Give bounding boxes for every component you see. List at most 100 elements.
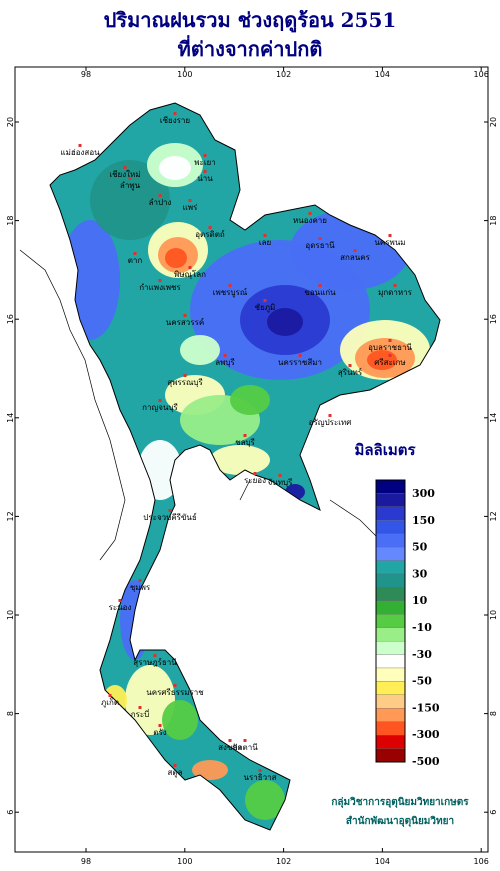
place-label: อุดรธานี [305, 241, 335, 250]
legend-swatch [375, 748, 406, 763]
legend-label: 300 [412, 487, 435, 500]
place-marker [348, 364, 352, 367]
field-patch [245, 780, 285, 820]
place-marker [228, 284, 232, 287]
lon-tick-label: 100 [177, 857, 192, 866]
place-label: ประจวบคีรีขันธ์ [143, 512, 197, 522]
legend-swatch [375, 520, 406, 534]
place-label: กำแพงเพชร [139, 283, 181, 292]
lat-tick-label: 10 [489, 610, 498, 620]
place-marker [388, 234, 392, 237]
lon-tick-label: 100 [177, 70, 192, 79]
lon-tick-label: 102 [276, 857, 291, 866]
lon-tick-label: 106 [474, 857, 489, 866]
lat-tick-label: 14 [6, 413, 15, 423]
place-label: มุกดาหาร [378, 288, 413, 297]
place-marker [168, 509, 172, 512]
legend-label: -150 [412, 701, 440, 714]
legend-label: 10 [412, 594, 428, 607]
place-label: ระนอง [109, 603, 132, 612]
lon-tick-label: 104 [375, 70, 390, 79]
place-label: สตูล [168, 768, 183, 778]
place-marker [263, 234, 267, 237]
place-label: อุบลราชธานี [368, 343, 412, 352]
place-marker [138, 579, 142, 582]
place-marker [108, 694, 112, 697]
lon-tick-label: 106 [474, 70, 489, 79]
place-marker [203, 170, 207, 173]
lat-tick-label: 8 [6, 711, 15, 716]
place-marker [78, 144, 82, 147]
field-patch [162, 700, 198, 740]
place-marker [173, 764, 177, 767]
place-marker [138, 706, 142, 709]
place-label: ลำปาง [149, 198, 172, 207]
place-marker [223, 354, 227, 357]
field-patch [159, 156, 191, 180]
place-marker [243, 434, 247, 437]
legend-label: 50 [412, 541, 428, 554]
place-marker [243, 739, 247, 742]
neighbour-border [19, 249, 381, 561]
place-label: ตรัง [153, 728, 166, 737]
place-label: หนองคาย [293, 216, 327, 225]
place-label: ระยอง [244, 476, 266, 485]
place-marker [188, 199, 192, 202]
lat-tick-label: 20 [6, 117, 15, 127]
legend-title: มิลลิเมตร [354, 441, 416, 459]
legend-swatch [375, 546, 406, 561]
place-label: พิษณุโลก [174, 269, 206, 279]
place-label: ลพบุรี [215, 358, 235, 367]
place-label: ปัตตานี [232, 743, 258, 752]
lat-tick-label: 16 [6, 314, 15, 324]
place-marker [328, 414, 332, 417]
lat-tick-label: 18 [6, 216, 15, 226]
place-label: นครราชสีมา [278, 358, 322, 367]
place-label: อรัญประเทศ [309, 418, 352, 427]
legend-swatch [375, 533, 406, 548]
place-label: สกลนคร [340, 253, 370, 262]
legend-label: -10 [412, 621, 432, 634]
place-marker [123, 166, 127, 169]
place-marker [128, 177, 132, 180]
legend-label: -30 [412, 648, 432, 661]
place-label: นราธิวาส [243, 773, 276, 782]
credit-line-2: สำนักพัฒนาอุตุนิยมวิทยา [346, 815, 454, 827]
field-patch [165, 248, 187, 268]
place-label: กาญจนบุรี [142, 403, 178, 412]
legend-label: -300 [412, 728, 440, 741]
place-label: แม่ฮ่องสอน [60, 148, 100, 157]
place-marker [153, 654, 157, 657]
field-patch [230, 385, 270, 415]
field-patch [192, 760, 228, 780]
place-marker [173, 112, 177, 115]
place-marker [158, 279, 162, 282]
legend-swatch [375, 694, 406, 709]
place-label: นครพนม [374, 238, 405, 247]
legend-swatch [375, 654, 406, 669]
place-marker [318, 237, 322, 240]
place-marker [298, 354, 302, 357]
place-marker [228, 739, 232, 742]
place-marker [158, 399, 162, 402]
legend-swatch [375, 587, 406, 602]
place-marker [258, 769, 262, 772]
place-label: สงขลา [218, 743, 242, 752]
place-label: น่าน [197, 174, 213, 183]
lat-tick-label: 12 [489, 511, 498, 521]
legend-swatch [375, 721, 406, 736]
lat-tick-label: 16 [489, 314, 498, 324]
legend-swatch [375, 681, 406, 696]
lat-tick-label: 6 [489, 810, 498, 815]
place-label: ชลบุรี [235, 438, 255, 447]
place-marker [318, 284, 322, 287]
place-label: ลำพูน [120, 181, 141, 191]
legend-swatch [375, 573, 406, 588]
lat-tick-label: 18 [489, 216, 498, 226]
lat-tick-label: 12 [6, 511, 15, 521]
field-patch [180, 335, 220, 365]
place-label: อุตรดิตถ์ [195, 229, 225, 239]
place-label: ศรีสะเกษ [374, 358, 405, 367]
lat-tick-label: 14 [489, 413, 498, 423]
field-patch [267, 308, 303, 336]
